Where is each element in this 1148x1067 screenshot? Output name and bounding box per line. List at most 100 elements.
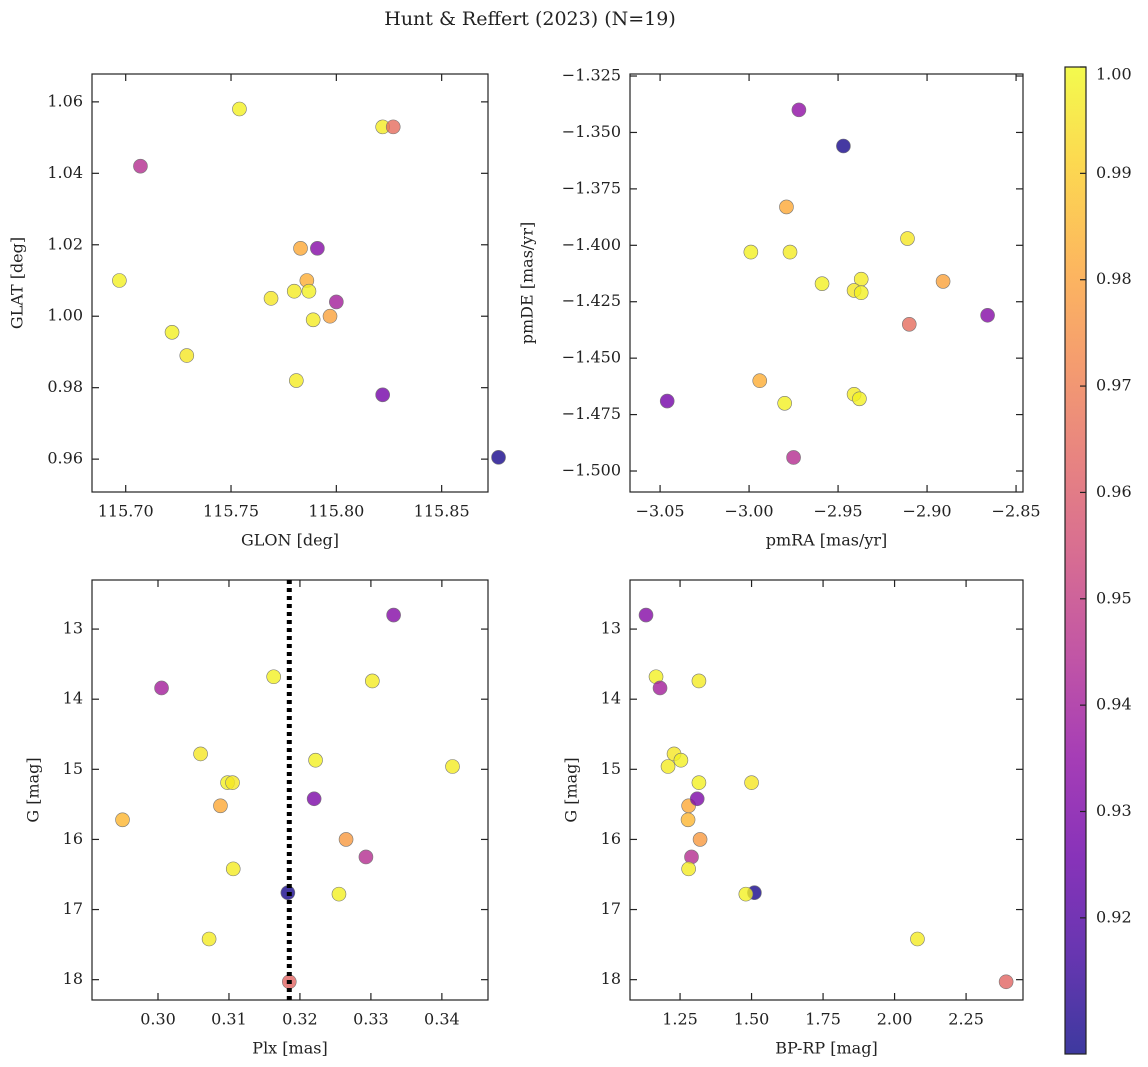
scatter-point	[743, 244, 759, 260]
x-tick-label: 0.34	[424, 1010, 460, 1029]
scatter-point	[385, 119, 401, 135]
scatter-point	[691, 673, 707, 689]
x-tick-label: −2.95	[814, 502, 863, 521]
y-tick-label: −1.375	[562, 178, 621, 197]
y-tick-label: 1.02	[47, 234, 83, 253]
colorbar-tick-label: 0.97	[1096, 376, 1132, 395]
figure-title: Hunt & Reffert (2023) (N=19)	[384, 8, 676, 30]
scatter-point	[179, 348, 195, 363]
y-tick-label: 18	[63, 969, 83, 988]
x-tick-label: 1.50	[734, 1010, 770, 1029]
scatter-point	[900, 231, 915, 246]
y-tick-label: −1.425	[562, 291, 621, 310]
scatter-point	[133, 158, 148, 174]
scatter-point	[659, 393, 675, 409]
scatter-point	[308, 752, 323, 768]
scatter-point	[305, 312, 321, 328]
colorbar-tick-label: 0.98	[1096, 269, 1132, 288]
colorbar-tick-label: 0.92	[1096, 907, 1132, 926]
scatter-point	[225, 861, 241, 877]
scatter-point	[322, 308, 338, 324]
y-tick-label: 13	[601, 619, 621, 638]
scatter-point	[638, 607, 654, 623]
scatter-point	[744, 775, 759, 790]
scatter-point	[777, 395, 792, 411]
scatter-point	[293, 241, 308, 256]
scatter-point	[684, 849, 699, 865]
x-tick-label: −3.05	[636, 502, 685, 521]
scatter-point	[301, 283, 317, 299]
y-tick-label: 14	[63, 689, 83, 708]
y-tick-label: 13	[63, 619, 83, 638]
scatter-point	[338, 832, 354, 847]
x-tick-label: 2.00	[877, 1010, 913, 1029]
y-axis-label: G [mag]	[562, 757, 581, 822]
x-tick-label: 115.80	[308, 502, 364, 521]
scatter-point	[365, 673, 380, 689]
scatter-point	[660, 759, 676, 774]
scatter-point	[692, 832, 708, 847]
y-axis-label: GLAT [deg]	[8, 237, 27, 329]
scatter-point	[652, 680, 668, 696]
scatter-point	[358, 849, 374, 865]
scatter-point	[791, 102, 807, 118]
scatter-point	[980, 307, 995, 323]
scatter-point	[681, 861, 696, 877]
y-tick-label: 1.00	[47, 306, 83, 325]
scatter-point	[836, 138, 851, 154]
x-tick-label: 0.30	[140, 1010, 176, 1029]
colorbar-tick-label: 0.94	[1096, 695, 1132, 714]
scatter-point	[213, 798, 228, 814]
colorbar	[1065, 67, 1086, 1054]
colorbar-tick-label: 0.96	[1096, 482, 1132, 501]
scatter-point	[263, 291, 279, 306]
scatter-point	[910, 931, 925, 947]
scatter-point	[814, 276, 830, 291]
scatter-point	[782, 244, 798, 260]
axes-frame	[629, 73, 1024, 493]
scatter-point	[738, 886, 754, 902]
colorbar-tick-label: 1.00	[1096, 65, 1132, 84]
x-tick-label: 1.25	[662, 1010, 698, 1029]
x-axis-label: Plx [mas]	[252, 1039, 327, 1058]
x-axis-label: GLON [deg]	[241, 531, 339, 550]
scatter-point	[310, 241, 325, 256]
colorbar-tick-label: 0.93	[1096, 801, 1132, 820]
axes-frame	[629, 579, 1024, 1001]
y-tick-label: 15	[63, 759, 83, 778]
scatter-point	[786, 450, 801, 465]
y-tick-label: −1.450	[562, 348, 621, 367]
scatter-point	[115, 812, 130, 828]
colorbar-tick-label: 0.99	[1096, 163, 1132, 182]
x-axis-label: BP-RP [mag]	[775, 1039, 877, 1058]
x-tick-label: 0.31	[211, 1010, 247, 1029]
scatter-point	[689, 791, 705, 807]
y-tick-label: 0.98	[47, 377, 83, 396]
x-tick-label: 0.32	[282, 1010, 318, 1029]
scatter-point	[445, 759, 460, 774]
y-tick-label: −1.500	[562, 461, 621, 480]
scatter-point	[901, 317, 917, 332]
scatter-point	[853, 285, 869, 301]
x-tick-label: −2.85	[992, 502, 1041, 521]
scatter-point	[998, 974, 1014, 990]
y-tick-label: 14	[601, 689, 621, 708]
scatter-point	[306, 791, 322, 807]
y-tick-label: 16	[63, 829, 83, 848]
scatter-point	[329, 294, 344, 310]
x-tick-label: 115.75	[203, 502, 259, 521]
scatter-point	[289, 373, 304, 388]
scatter-point	[673, 752, 689, 768]
scatter-point	[852, 391, 867, 407]
y-axis-label: pmDE [mas/yr]	[518, 222, 537, 345]
colorbar-tick-label: 0.95	[1096, 588, 1132, 607]
y-tick-label: 0.96	[47, 449, 83, 468]
y-tick-label: −1.475	[562, 404, 621, 423]
scatter-point	[193, 746, 208, 762]
scatter-point	[286, 283, 302, 299]
scatter-point	[779, 199, 794, 215]
y-tick-label: 16	[601, 829, 621, 848]
y-tick-label: 15	[601, 759, 621, 778]
